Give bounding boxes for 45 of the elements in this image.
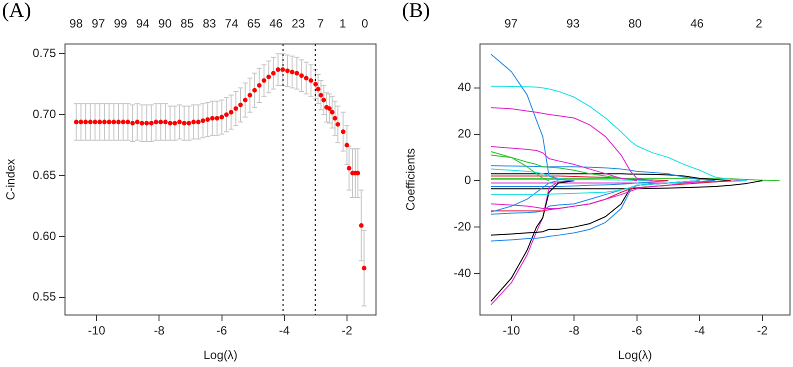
text: 74 [224, 16, 239, 30]
chart-title: (A) [2, 0, 32, 23]
x-tick-label: -2 [342, 324, 353, 338]
y-axis-title: Coefficients [404, 148, 418, 211]
x-tick-label: -4 [694, 324, 706, 338]
x-tick-label: -10 [502, 324, 520, 338]
x-tick-label: -6 [216, 324, 228, 338]
text: 80 [628, 16, 642, 30]
text: 99 [114, 16, 128, 30]
text: 85 [180, 16, 194, 30]
x-axis-title: Log(λ) [618, 348, 652, 362]
x-axis-title: Log(λ) [203, 348, 238, 362]
x-tick-label: -8 [568, 324, 580, 338]
x-tick-label: -10 [88, 324, 106, 338]
y-tick-label: 0.65 [32, 168, 56, 182]
y-tick-label: 0 [464, 172, 472, 187]
x-tick-label: -8 [154, 324, 165, 338]
text: 97 [92, 16, 106, 30]
text: 0 [362, 16, 369, 30]
x-tick-label: -4 [278, 324, 290, 338]
text: 23 [292, 16, 306, 30]
text: 65 [247, 16, 261, 30]
text: 94 [136, 16, 150, 30]
y-tick-label: 20 [458, 126, 472, 141]
y-axis-title: C-index [4, 158, 18, 200]
y-tick-label: 0.55 [32, 290, 56, 304]
text: 90 [158, 16, 172, 30]
y-tick-label: 0.60 [32, 228, 56, 243]
text: 7 [317, 16, 324, 30]
chart-title: (B) [402, 0, 430, 23]
text: 46 [269, 16, 284, 30]
x-tick-label: -2 [757, 324, 768, 338]
y-tick-label: 0.75 [32, 46, 56, 60]
y-tick-label: 0.70 [32, 106, 56, 121]
text: 1 [339, 16, 346, 30]
x-tick-label: -6 [632, 324, 643, 338]
text: 2 [756, 16, 763, 30]
y-tick-label: 40 [458, 80, 472, 94]
y-tick-label: -40 [454, 266, 472, 280]
text: 93 [566, 16, 580, 30]
text: 98 [69, 16, 84, 30]
text: 46 [690, 16, 704, 30]
text: 97 [504, 16, 518, 30]
text: 83 [202, 16, 216, 30]
y-tick-label: -20 [454, 219, 472, 234]
